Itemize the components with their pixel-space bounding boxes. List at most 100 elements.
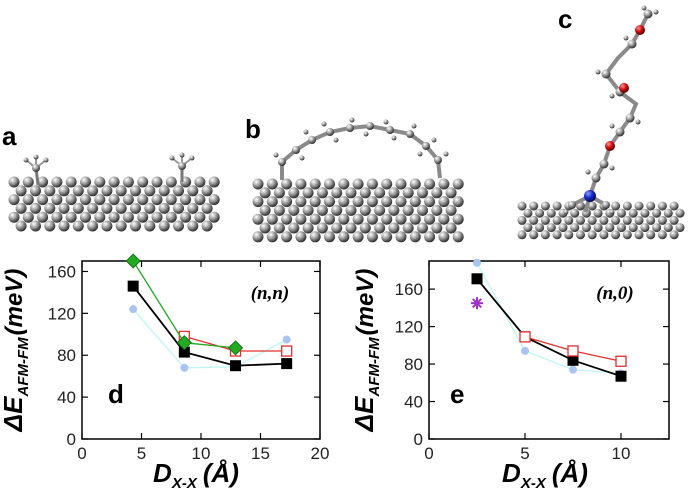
ylabel-d-main: E (0, 396, 28, 414)
ylabel-d-unit: (meV) (1, 269, 28, 336)
carbon-atom (452, 178, 464, 190)
carbon-atom (657, 215, 667, 225)
xlabel-e: DX-X (Å) (502, 458, 588, 492)
xlabel-d-unit: (Å) (203, 458, 239, 488)
carbon-atom (646, 230, 656, 240)
data-point (227, 340, 244, 356)
carbon-atom (417, 187, 428, 199)
carbon-atom (452, 213, 464, 225)
panel-c: c (517, 4, 685, 240)
carbon-atom (431, 204, 443, 216)
carbon-atom (87, 220, 99, 232)
carbon-atom (409, 196, 421, 208)
carbon-atom (535, 223, 545, 233)
panel-label-c: c (558, 4, 572, 34)
carbon-atom (402, 187, 414, 199)
series-d (125, 253, 293, 372)
carbon-atom (611, 215, 621, 225)
x-tick-label: 5 (520, 444, 529, 463)
carbon-atom (165, 194, 177, 206)
carbon-atom (640, 208, 650, 218)
panel-label-e: e (450, 379, 464, 409)
data-point (230, 360, 242, 372)
panel-label-a: a (2, 121, 17, 151)
carbon-atom (137, 211, 149, 223)
carbon-atom (80, 211, 91, 223)
carbon-atom (30, 220, 41, 232)
carbon-atom (252, 196, 264, 208)
x-tick-label: 10 (192, 444, 211, 463)
carbon-atom (208, 176, 220, 188)
axis-ticks-e: 0 5 10 0 40 80 120 160 (395, 261, 669, 463)
carbon-atom (201, 220, 213, 232)
y-tick-label: 0 (67, 430, 76, 449)
data-point (282, 335, 291, 344)
carbon-atom (657, 230, 667, 240)
carbon-atom (151, 176, 163, 188)
carbon-atom (599, 230, 609, 240)
carbon-atom (438, 196, 450, 208)
carbon-atom (8, 194, 20, 206)
y-tick-label: 80 (57, 346, 76, 365)
carbon-atom (381, 196, 393, 208)
carbon-atom (395, 196, 407, 208)
carbon-atom (44, 185, 56, 197)
carbon-atom (309, 196, 321, 208)
graphene-slab-a (8, 176, 220, 232)
panel-label-d: d (108, 379, 124, 409)
carbon-atom (409, 231, 421, 243)
carbon-atom (652, 208, 662, 218)
carbon-atom (130, 185, 141, 197)
data-point (519, 331, 531, 343)
y-tick-label: 120 (48, 304, 76, 323)
ylabel-e-sub: AFM-FM (366, 337, 383, 398)
carbon-atom (137, 194, 149, 206)
carbon-atom (634, 230, 644, 240)
carbon-atom (22, 194, 34, 206)
carbon-atom (15, 202, 27, 214)
carbon-atom (352, 196, 364, 208)
carbon-atom (295, 213, 307, 225)
carbon-atom (44, 202, 56, 214)
data-point (615, 355, 627, 367)
carbon-atom (438, 213, 450, 225)
carbon-atom (338, 213, 350, 225)
carbon-atom (669, 201, 679, 211)
carbon-atom (345, 222, 357, 234)
carbon-atom (540, 201, 550, 211)
carbon-atom (424, 178, 436, 190)
carbon-atom (366, 178, 378, 190)
carbon-atom (517, 201, 527, 211)
carbon-atom (587, 230, 597, 240)
carbon-atom (208, 211, 220, 223)
carbon-atom (72, 220, 84, 232)
carbon-atom (640, 223, 650, 233)
carbon-atom (37, 211, 49, 223)
carbon-atom (180, 211, 192, 223)
data-point (180, 363, 189, 372)
graphene-slab-b (252, 178, 464, 243)
carbon-atom (445, 204, 457, 216)
carbon-atom (438, 231, 450, 243)
carbon-atom (581, 223, 591, 233)
data-point (615, 370, 627, 382)
carbon-atom (44, 220, 56, 232)
carbon-atom (611, 230, 621, 240)
carbon-atom (273, 222, 285, 234)
carbon-atom (295, 231, 307, 243)
carbon-atom (431, 187, 443, 199)
carbon-atom (58, 202, 70, 214)
carbon-atom (302, 222, 314, 234)
carbon-atom (101, 185, 113, 197)
carbon-atom (51, 194, 63, 206)
carbon-atom (94, 211, 106, 223)
xlabel-e-unit: (Å) (552, 458, 588, 488)
carbon-atom (628, 208, 638, 218)
carbon-atom (137, 176, 149, 188)
ylabel-e: ΔEAFM-FM(meV) (349, 269, 383, 433)
carbon-atom (309, 178, 321, 190)
carbon-atom (259, 222, 271, 234)
carbon-atom (570, 223, 580, 233)
carbon-atom (158, 220, 170, 232)
carbon-atom (338, 196, 350, 208)
